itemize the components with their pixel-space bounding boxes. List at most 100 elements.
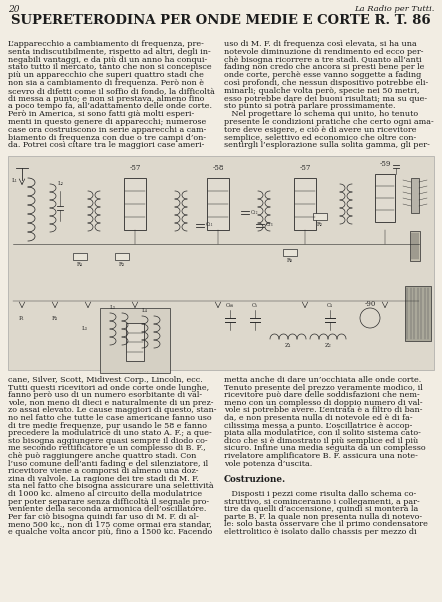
Bar <box>410 231 420 261</box>
Text: no nel fatto che tutte le case americane fanno uso: no nel fatto che tutte le case americane… <box>8 414 212 422</box>
Text: R₁: R₁ <box>52 316 58 321</box>
Text: -57: -57 <box>299 164 311 172</box>
Text: sta nel fatto che bisogna assicurare una selettività: sta nel fatto che bisogna assicurare una… <box>8 482 213 491</box>
Text: biamento di frequenza con due o tre campi d’on-: biamento di frequenza con due o tre camp… <box>8 134 206 141</box>
Text: uso di M. F. di frequenza così elevata, si ha una: uso di M. F. di frequenza così elevata, … <box>224 40 417 48</box>
Text: sto bisogna aggiungere quasi sempre il diodo co-: sto bisogna aggiungere quasi sempre il d… <box>8 437 208 445</box>
Bar <box>207 178 229 230</box>
Text: cilissima messa a punto. L’oscillatrice è accop-: cilissima messa a punto. L’oscillatrice … <box>224 421 412 430</box>
Bar <box>294 178 316 230</box>
Text: -59: -59 <box>379 160 391 168</box>
Bar <box>283 249 297 255</box>
Text: scevro di difetti come il soffio di fondo, la difficoltà: scevro di difetti come il soffio di fond… <box>8 87 215 95</box>
Text: metta anche di dare un’occhiata alle onde corte.: metta anche di dare un’occhiata alle ond… <box>224 376 421 384</box>
Text: onde corte, perchè esse vanno soggette a fading: onde corte, perchè esse vanno soggette a… <box>224 71 421 79</box>
Text: L’apparecchio a cambiamento di frequenza, pre-: L’apparecchio a cambiamento di frequenza… <box>8 40 204 48</box>
Bar <box>100 308 170 373</box>
Text: stato tutto il mercato, tanto che non si concepisce: stato tutto il mercato, tanto che non si… <box>8 63 212 72</box>
Text: R₄: R₄ <box>77 261 83 267</box>
Text: L₃: L₃ <box>82 326 88 330</box>
Text: La Radio per Tutti.: La Radio per Tutti. <box>354 5 434 13</box>
Text: vole potenza d’uscita.: vole potenza d’uscita. <box>224 459 312 468</box>
Text: C₁₂: C₁₂ <box>251 209 259 214</box>
Bar <box>126 323 144 361</box>
Bar <box>124 178 146 230</box>
Text: SUPERETERODINA PER ONDE MEDIE E CORTE R. T. 86: SUPERETERODINA PER ONDE MEDIE E CORTE R.… <box>11 14 431 27</box>
Text: sto punto si potrà parlare prossimamente.: sto punto si potrà parlare prossimamente… <box>224 102 396 111</box>
Text: l’uso comune dell’anti fading e del silenziatore, il: l’uso comune dell’anti fading e del sile… <box>8 459 208 468</box>
Text: di tre medie frequenze, pur usando le 58 e fanno: di tre medie frequenze, pur usando le 58… <box>8 421 207 430</box>
Text: fading non credo che ancora si presti bene per le: fading non credo che ancora si presti be… <box>224 63 424 72</box>
Text: meno 500 kc., non di 175 come ormai era standar,: meno 500 kc., non di 175 come ormai era … <box>8 520 212 529</box>
Text: chè può raggiungere anche quattro stadi. Con: chè può raggiungere anche quattro stadi.… <box>8 452 196 460</box>
Text: Per far ciò bisogna quindi far uso di M. F. di al-: Per far ciò bisogna quindi far uso di M.… <box>8 513 199 521</box>
Text: C₆₆: C₆₆ <box>226 303 234 308</box>
Text: R₂: R₂ <box>317 222 323 226</box>
Text: per poter separare senza difficoltà il segnale pro-: per poter separare senza difficoltà il s… <box>8 498 209 506</box>
Text: C₄: C₄ <box>327 303 333 308</box>
Text: menti in questo genere di apparecchi; numerose: menti in questo genere di apparecchi; nu… <box>8 118 206 126</box>
Bar <box>73 252 87 259</box>
Text: Disposti i pezzi come risulta dallo schema co-: Disposti i pezzi come risulta dallo sche… <box>224 490 416 498</box>
Text: C₁₁: C₁₁ <box>206 223 213 228</box>
Bar <box>115 252 129 259</box>
Text: L₃: L₃ <box>110 305 116 310</box>
Text: case ora costruiscono in serie apparecchi a cam-: case ora costruiscono in serie apparecch… <box>8 126 206 134</box>
Text: precedere la modulatrice di uno stato A. F.; a que-: precedere la modulatrice di uno stato A.… <box>8 429 212 437</box>
Text: da. Potrei così citare tra le maggiori case ameri-: da. Potrei così citare tra le maggiori c… <box>8 141 204 149</box>
Text: P₁: P₁ <box>19 316 25 321</box>
Text: Z₂: Z₂ <box>324 343 332 348</box>
Text: minarli; qualche volta però, specie nei 50 metri,: minarli; qualche volta però, specie nei … <box>224 87 419 95</box>
Text: sicuro. Infine una media seguita da un complesso: sicuro. Infine una media seguita da un c… <box>224 444 426 452</box>
Text: negabili vantaggi, e da più di un anno ha conqui-: negabili vantaggi, e da più di un anno h… <box>8 55 207 64</box>
Text: non sia a cambiamento di frequenza. Però non è: non sia a cambiamento di frequenza. Però… <box>8 79 204 87</box>
Text: L₄: L₄ <box>142 308 148 313</box>
Text: ricevitore può dare delle soddisfazioni che nem-: ricevitore può dare delle soddisfazioni … <box>224 391 420 399</box>
Text: 20: 20 <box>8 5 19 14</box>
Text: a poco tempo fa, all’adattamento delle onde corte.: a poco tempo fa, all’adattamento delle o… <box>8 102 212 110</box>
Bar <box>411 178 419 213</box>
Text: L₁: L₁ <box>12 178 18 183</box>
Text: Tutti questi ricevitori ad onde corte onde lunghe,: Tutti questi ricevitori ad onde corte on… <box>8 383 209 391</box>
Text: Z₁: Z₁ <box>285 343 291 348</box>
Text: me secondo rettificatore e un complesso di B. F.,: me secondo rettificatore e un complesso … <box>8 444 206 452</box>
Text: zina di valvole. La ragione dei tre stadi di M. F.: zina di valvole. La ragione dei tre stad… <box>8 475 199 483</box>
Text: Tenuto presente del prezzo veramente modico, il: Tenuto presente del prezzo veramente mod… <box>224 383 423 391</box>
Text: zo assai elevato. Le cause maggiori di questo, stan-: zo assai elevato. Le cause maggiori di q… <box>8 406 217 414</box>
Text: tore deve esigere, e ciò è di avere un ricevitore: tore deve esigere, e ciò è di avere un r… <box>224 126 416 134</box>
Text: chè bisogna ricorrere a tre stadi. Quanto all’anti: chè bisogna ricorrere a tre stadi. Quant… <box>224 55 422 64</box>
Text: vole si potrebbe avere. L’entrata è a filtro di ban-: vole si potrebbe avere. L’entrata è a fi… <box>224 406 423 414</box>
Bar <box>375 174 395 222</box>
Text: R₃: R₃ <box>119 261 125 267</box>
Text: cane, Silver, Scott, Midivest Corp., Lincoln, ecc.: cane, Silver, Scott, Midivest Corp., Lin… <box>8 376 203 384</box>
Bar <box>8 156 434 370</box>
Text: così profondi, che nessun dispositivo potrebbe eli-: così profondi, che nessun dispositivo po… <box>224 79 428 87</box>
Text: elettrolitico è isolato dallo chassis per mezzo di: elettrolitico è isolato dallo chassis pe… <box>224 528 417 536</box>
Text: R₈: R₈ <box>287 258 293 262</box>
Text: sentirgli l’esplorazione sulla solita gamma, gli per-: sentirgli l’esplorazione sulla solita ga… <box>224 141 430 149</box>
Text: struttivo, si cominceranno i collegamenti, a par-: struttivo, si cominceranno i collegament… <box>224 498 420 506</box>
Text: esso potrebbe dare dei buoni risultati; ma su que-: esso potrebbe dare dei buoni risultati; … <box>224 95 427 102</box>
Text: veniente della seconda armonica dell’oscillatore.: veniente della seconda armonica dell’osc… <box>8 505 206 513</box>
Text: ricevitore viene a comporsi di almeno una doz-: ricevitore viene a comporsi di almeno un… <box>8 467 198 475</box>
Text: notevole diminuzione di rendimento ed ecco per-: notevole diminuzione di rendimento ed ec… <box>224 48 423 56</box>
Bar <box>405 286 431 341</box>
Text: -58: -58 <box>212 164 224 172</box>
Text: piata alla modulatrice, con il solito sistema cato-: piata alla modulatrice, con il solito si… <box>224 429 421 437</box>
Text: vole, non meno di dieci e naturalmente di un prez-: vole, non meno di dieci e naturalmente d… <box>8 399 213 407</box>
Text: Costruzione.: Costruzione. <box>224 475 286 484</box>
Text: presente le condizioni pratiche che certo ogni ama-: presente le condizioni pratiche che cert… <box>224 118 434 126</box>
Text: parte B. F. la quale non presenta nulla di notevo-: parte B. F. la quale non presenta nulla … <box>224 513 422 521</box>
Text: senta indiscutibilmente, rispetto ad altri, degli in-: senta indiscutibilmente, rispetto ad alt… <box>8 48 211 56</box>
Text: di messa a punto; e non si prestava, almeno fino: di messa a punto; e non si prestava, alm… <box>8 95 204 102</box>
Text: Però in America, si sono fatti già molti esperi-: Però in America, si sono fatti già molti… <box>8 110 194 119</box>
Text: -57: -57 <box>130 164 141 172</box>
Text: L₂: L₂ <box>58 181 64 186</box>
Text: -90: -90 <box>364 300 376 308</box>
Text: e qualche volta ancor più, fino a 1500 kc. Facendo: e qualche volta ancor più, fino a 1500 k… <box>8 528 212 536</box>
Text: più un apparecchio che superi quattro stadi che: più un apparecchio che superi quattro st… <box>8 71 204 79</box>
Text: semplice, selettivo ed economico che oltre con-: semplice, selettivo ed economico che olt… <box>224 134 416 141</box>
Text: di 1000 kc. almeno al circuito della modulatrice: di 1000 kc. almeno al circuito della mod… <box>8 490 202 498</box>
Text: dico che si è dimostrato il più semplice ed il più: dico che si è dimostrato il più semplice… <box>224 437 418 445</box>
Text: tire da quelli d’accensione, quindi si monterà la: tire da quelli d’accensione, quindi si m… <box>224 505 418 514</box>
